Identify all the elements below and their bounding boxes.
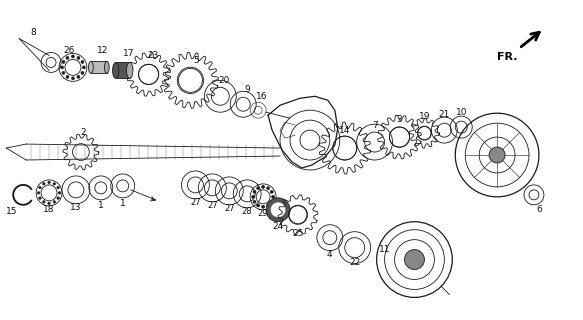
Circle shape bbox=[37, 192, 40, 194]
Circle shape bbox=[57, 197, 59, 199]
Text: 28: 28 bbox=[242, 207, 252, 216]
Text: 14: 14 bbox=[339, 126, 350, 135]
Bar bbox=[116, 62, 129, 78]
Text: 3: 3 bbox=[396, 115, 402, 124]
Circle shape bbox=[81, 71, 84, 74]
Text: 5: 5 bbox=[194, 56, 199, 65]
Circle shape bbox=[266, 204, 269, 207]
Circle shape bbox=[253, 190, 256, 193]
Text: 27: 27 bbox=[190, 198, 201, 207]
Text: 22: 22 bbox=[349, 258, 360, 267]
Circle shape bbox=[43, 201, 45, 203]
Circle shape bbox=[38, 186, 41, 189]
Text: 24: 24 bbox=[272, 222, 284, 231]
Text: 29: 29 bbox=[258, 209, 268, 218]
Circle shape bbox=[257, 187, 259, 190]
Text: 27: 27 bbox=[207, 201, 217, 210]
Text: 6: 6 bbox=[536, 205, 542, 214]
Circle shape bbox=[252, 195, 255, 198]
Text: 15: 15 bbox=[5, 207, 17, 216]
Circle shape bbox=[62, 60, 65, 63]
Circle shape bbox=[48, 202, 50, 204]
Text: 25: 25 bbox=[292, 229, 304, 238]
Circle shape bbox=[58, 192, 61, 194]
Circle shape bbox=[489, 147, 505, 163]
Ellipse shape bbox=[127, 62, 133, 78]
Circle shape bbox=[53, 201, 55, 203]
Ellipse shape bbox=[89, 61, 93, 73]
Text: 1: 1 bbox=[120, 199, 125, 208]
Text: 12: 12 bbox=[97, 46, 108, 55]
Text: 17: 17 bbox=[123, 49, 135, 58]
Circle shape bbox=[77, 76, 80, 78]
Circle shape bbox=[38, 197, 41, 199]
Circle shape bbox=[271, 190, 273, 193]
Text: 21: 21 bbox=[438, 110, 450, 119]
Circle shape bbox=[266, 187, 269, 190]
Circle shape bbox=[72, 77, 75, 80]
Circle shape bbox=[82, 66, 85, 69]
Text: 10: 10 bbox=[455, 108, 467, 117]
Text: 2: 2 bbox=[80, 128, 86, 137]
Text: 20: 20 bbox=[219, 76, 230, 85]
Text: 19: 19 bbox=[419, 112, 430, 121]
Circle shape bbox=[81, 60, 84, 63]
Circle shape bbox=[271, 200, 273, 203]
Text: 7: 7 bbox=[372, 121, 378, 130]
Circle shape bbox=[272, 195, 275, 198]
Circle shape bbox=[57, 186, 59, 189]
Text: 13: 13 bbox=[70, 203, 82, 212]
Circle shape bbox=[271, 203, 285, 217]
Text: 8: 8 bbox=[30, 28, 36, 37]
Text: FR.: FR. bbox=[497, 52, 517, 62]
Text: 4: 4 bbox=[327, 250, 333, 259]
Circle shape bbox=[66, 56, 69, 60]
Text: 11: 11 bbox=[379, 245, 391, 254]
Ellipse shape bbox=[104, 61, 109, 73]
Circle shape bbox=[53, 182, 55, 185]
Circle shape bbox=[77, 56, 80, 60]
Text: 23: 23 bbox=[147, 51, 159, 60]
Ellipse shape bbox=[113, 62, 119, 78]
Circle shape bbox=[43, 182, 45, 185]
Text: 16: 16 bbox=[257, 92, 268, 101]
Circle shape bbox=[66, 76, 69, 78]
Text: 9: 9 bbox=[244, 85, 250, 94]
Circle shape bbox=[253, 200, 256, 203]
Circle shape bbox=[62, 71, 65, 74]
Text: 27: 27 bbox=[224, 204, 234, 213]
Circle shape bbox=[262, 185, 265, 188]
Text: 1: 1 bbox=[98, 201, 104, 210]
Circle shape bbox=[72, 55, 75, 58]
Circle shape bbox=[405, 250, 424, 269]
Text: 18: 18 bbox=[43, 205, 55, 214]
Text: 26: 26 bbox=[64, 46, 75, 55]
Circle shape bbox=[48, 181, 50, 184]
Circle shape bbox=[257, 204, 259, 207]
Circle shape bbox=[262, 205, 265, 208]
Circle shape bbox=[266, 198, 290, 222]
Circle shape bbox=[61, 66, 64, 69]
Bar bbox=[91, 61, 107, 73]
